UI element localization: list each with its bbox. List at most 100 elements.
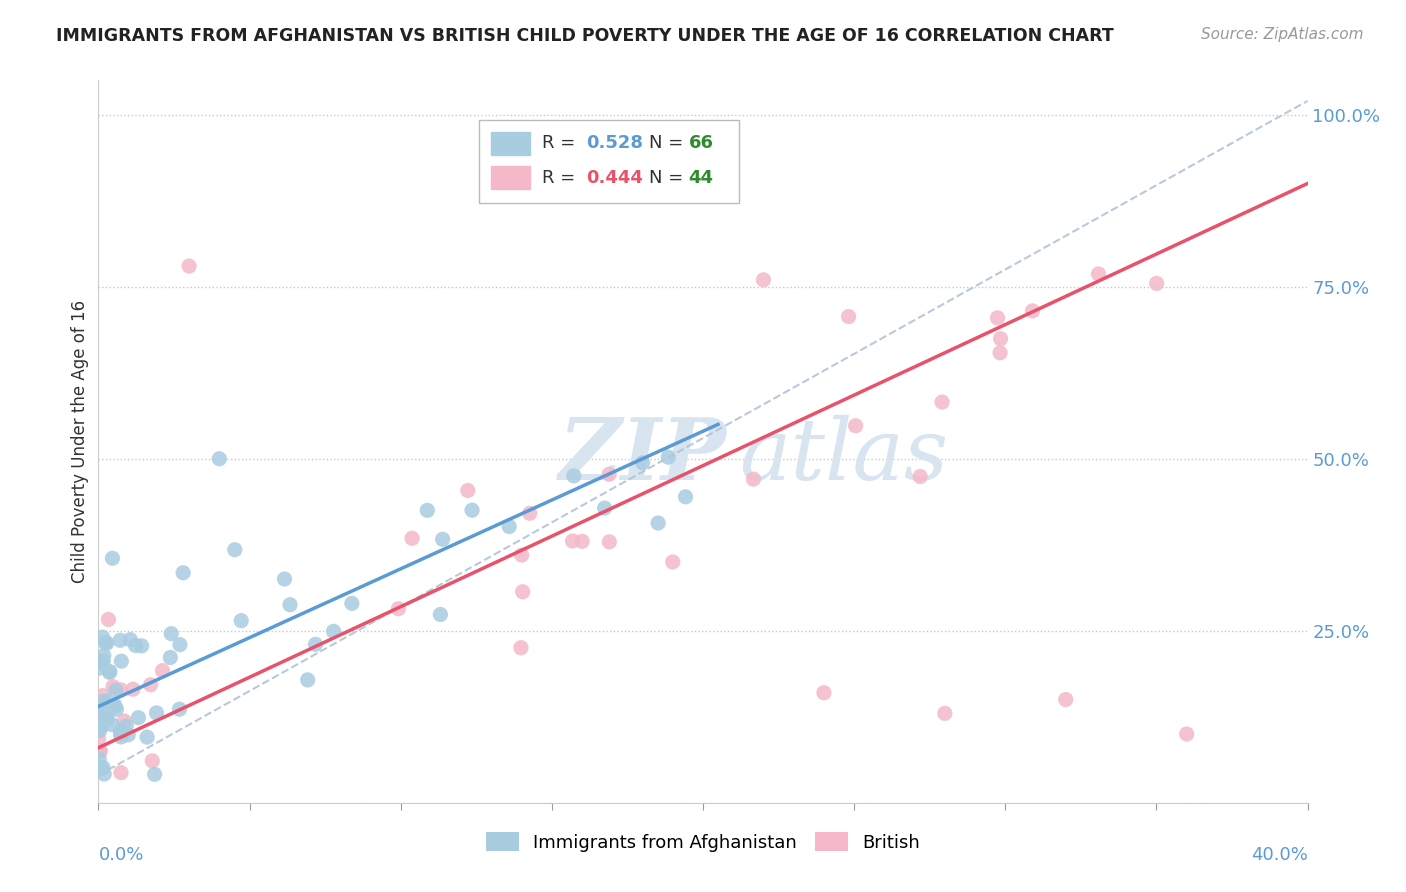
Point xyxy=(1054,692,1077,706)
Point xyxy=(90,656,112,670)
Bar xyxy=(492,132,530,154)
Point xyxy=(98,665,121,679)
Point xyxy=(94,636,117,650)
Point xyxy=(631,456,654,470)
Point xyxy=(98,665,121,680)
Point xyxy=(120,632,142,647)
Point xyxy=(1087,267,1109,281)
Point xyxy=(908,469,931,483)
Text: 66: 66 xyxy=(689,134,713,153)
Point xyxy=(675,490,697,504)
Text: 40.0%: 40.0% xyxy=(1251,847,1308,864)
Point xyxy=(104,698,127,713)
Point xyxy=(160,626,183,640)
Point xyxy=(89,723,111,738)
Point xyxy=(96,636,118,650)
Point xyxy=(498,519,520,533)
Text: N =: N = xyxy=(648,169,689,186)
Point xyxy=(89,654,111,668)
Y-axis label: Child Poverty Under the Age of 16: Child Poverty Under the Age of 16 xyxy=(70,300,89,583)
Point xyxy=(136,730,159,744)
Point xyxy=(89,712,111,726)
Point xyxy=(838,310,860,324)
Point xyxy=(571,534,593,549)
Point xyxy=(561,534,583,549)
Point xyxy=(87,708,110,723)
Point xyxy=(224,542,246,557)
Point xyxy=(512,584,534,599)
Point xyxy=(562,469,585,483)
Point xyxy=(416,503,439,517)
Point xyxy=(208,451,231,466)
Point xyxy=(231,614,253,628)
Point xyxy=(91,760,114,774)
Point xyxy=(110,654,132,668)
Point xyxy=(593,501,616,516)
Point xyxy=(742,472,765,486)
Point xyxy=(159,650,181,665)
Point xyxy=(105,702,128,716)
Point xyxy=(112,714,135,728)
Point xyxy=(461,503,484,517)
Point xyxy=(429,607,451,622)
Point xyxy=(101,717,124,731)
Point xyxy=(598,534,620,549)
Bar xyxy=(492,166,530,189)
Point xyxy=(91,694,114,708)
Point xyxy=(91,654,114,668)
Point xyxy=(91,719,114,733)
Point xyxy=(90,762,112,776)
Point xyxy=(387,601,409,615)
Point xyxy=(96,694,118,708)
Text: 0.528: 0.528 xyxy=(586,134,643,153)
Point xyxy=(97,612,120,626)
Point xyxy=(145,706,167,720)
Point xyxy=(110,765,132,780)
Point xyxy=(988,346,1011,360)
Text: Source: ZipAtlas.com: Source: ZipAtlas.com xyxy=(1201,27,1364,42)
Point xyxy=(115,719,138,733)
Point xyxy=(87,661,110,675)
Point xyxy=(813,686,835,700)
FancyBboxPatch shape xyxy=(479,120,740,203)
Point xyxy=(124,639,146,653)
Point xyxy=(127,711,149,725)
Point xyxy=(931,395,953,409)
Point xyxy=(510,548,533,562)
Point xyxy=(91,630,114,644)
Point xyxy=(598,467,620,482)
Point xyxy=(89,744,111,758)
Text: ZIP: ZIP xyxy=(560,414,727,498)
Point xyxy=(986,310,1008,325)
Point xyxy=(101,699,124,714)
Point xyxy=(89,752,111,766)
Point xyxy=(647,516,669,530)
Legend: Immigrants from Afghanistan, British: Immigrants from Afghanistan, British xyxy=(479,825,927,859)
Point xyxy=(93,767,115,781)
Point xyxy=(110,727,132,741)
Point xyxy=(519,506,541,520)
Text: atlas: atlas xyxy=(740,415,949,498)
Point xyxy=(141,754,163,768)
Point xyxy=(117,728,139,742)
Text: N =: N = xyxy=(648,134,689,153)
Point xyxy=(87,731,110,746)
Point xyxy=(322,624,344,639)
Text: 0.0%: 0.0% xyxy=(98,847,143,864)
Point xyxy=(101,551,124,566)
Point xyxy=(432,533,454,547)
Point xyxy=(457,483,479,498)
Text: 0.444: 0.444 xyxy=(586,169,643,186)
Point xyxy=(845,418,868,433)
Point xyxy=(1146,277,1168,291)
Point xyxy=(93,648,115,663)
Text: R =: R = xyxy=(543,169,581,186)
Point xyxy=(139,678,162,692)
Point xyxy=(108,633,131,648)
Point xyxy=(89,701,111,715)
Point xyxy=(1175,727,1198,741)
Point xyxy=(104,683,127,698)
Point xyxy=(169,702,191,716)
Point xyxy=(661,555,683,569)
Point xyxy=(934,706,956,721)
